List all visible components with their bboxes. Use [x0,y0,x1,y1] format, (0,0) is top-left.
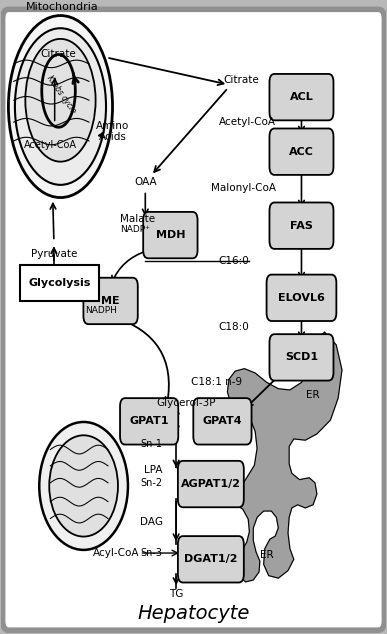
Text: Amino
Acids: Amino Acids [96,121,129,143]
Text: GPAT4: GPAT4 [203,417,242,426]
Text: Sn-1: Sn-1 [140,439,163,449]
FancyBboxPatch shape [194,398,252,444]
Text: Sn-2: Sn-2 [140,478,163,488]
Text: Acyl-CoA: Acyl-CoA [93,548,140,558]
Text: Citrate: Citrate [41,49,76,59]
Text: C18:0: C18:0 [219,322,249,332]
Text: NADP⁺: NADP⁺ [120,225,150,234]
Text: MDH: MDH [156,230,185,240]
Text: Glycolysis: Glycolysis [29,278,91,288]
Text: ME: ME [101,296,120,306]
Text: Mitochondria: Mitochondria [26,2,99,12]
FancyBboxPatch shape [20,264,99,301]
FancyBboxPatch shape [269,129,334,175]
Text: ACL: ACL [289,92,313,102]
Ellipse shape [25,39,96,162]
Text: ER: ER [260,550,274,560]
Text: DAG: DAG [140,517,163,527]
Ellipse shape [49,436,118,536]
Ellipse shape [39,422,128,550]
FancyBboxPatch shape [178,461,244,507]
FancyBboxPatch shape [269,334,334,380]
Text: Citrate: Citrate [224,75,260,85]
FancyBboxPatch shape [3,10,384,630]
Text: Sn-3: Sn-3 [140,548,163,558]
FancyBboxPatch shape [84,278,138,324]
Text: ACC: ACC [289,146,314,157]
FancyBboxPatch shape [178,536,244,583]
Text: Krebs cycle: Krebs cycle [45,74,78,115]
Text: GPAT1: GPAT1 [129,417,169,426]
Text: Glycerol-3P: Glycerol-3P [156,398,216,408]
Text: TG: TG [169,590,183,599]
Polygon shape [228,332,342,582]
Text: C16:0: C16:0 [219,256,249,266]
Text: NADPH: NADPH [86,306,117,315]
Ellipse shape [15,29,106,185]
FancyBboxPatch shape [267,275,336,321]
Text: Malate: Malate [120,214,155,224]
Text: Hepatocyte: Hepatocyte [137,604,250,623]
FancyBboxPatch shape [143,212,197,258]
Text: ELOVL6: ELOVL6 [278,293,325,303]
FancyBboxPatch shape [269,202,334,249]
Ellipse shape [9,15,113,198]
Text: DGAT1/2: DGAT1/2 [184,554,238,564]
FancyBboxPatch shape [269,74,334,120]
Text: OAA: OAA [134,177,157,187]
Text: Pyruvate: Pyruvate [31,249,77,259]
Text: Malonyl-CoA: Malonyl-CoA [211,183,276,193]
Text: Acetyl-CoA: Acetyl-CoA [219,117,276,127]
FancyBboxPatch shape [120,398,178,444]
Text: AGPAT1/2: AGPAT1/2 [181,479,241,489]
Text: LPA: LPA [144,465,163,476]
Text: ER: ER [306,390,320,400]
Text: FAS: FAS [290,221,313,231]
Text: C18:1 n-9: C18:1 n-9 [190,377,242,387]
Text: SCD1: SCD1 [285,353,318,363]
Text: Acetyl-CoA: Acetyl-CoA [24,139,77,150]
